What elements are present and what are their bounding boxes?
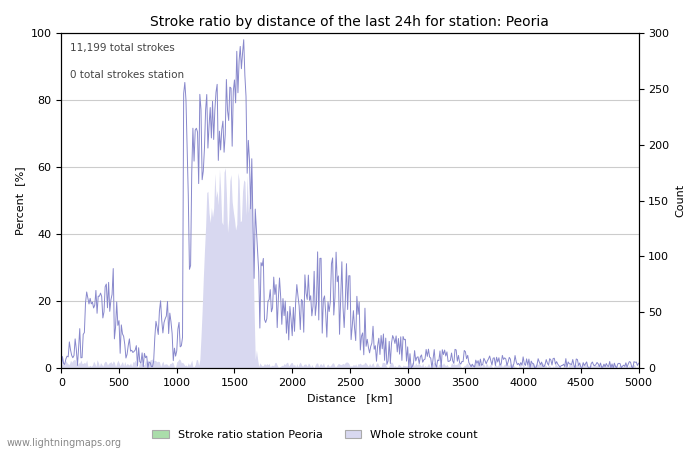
Text: 0 total strokes station: 0 total strokes station	[70, 70, 184, 80]
Title: Stroke ratio by distance of the last 24h for station: Peoria: Stroke ratio by distance of the last 24h…	[150, 15, 550, 29]
Y-axis label: Count: Count	[675, 184, 685, 217]
Legend: Stroke ratio station Peoria, Whole stroke count: Stroke ratio station Peoria, Whole strok…	[148, 425, 482, 445]
Y-axis label: Percent  [%]: Percent [%]	[15, 166, 25, 235]
Text: www.lightningmaps.org: www.lightningmaps.org	[7, 438, 122, 448]
X-axis label: Distance   [km]: Distance [km]	[307, 393, 393, 404]
Text: 11,199 total strokes: 11,199 total strokes	[70, 43, 175, 53]
